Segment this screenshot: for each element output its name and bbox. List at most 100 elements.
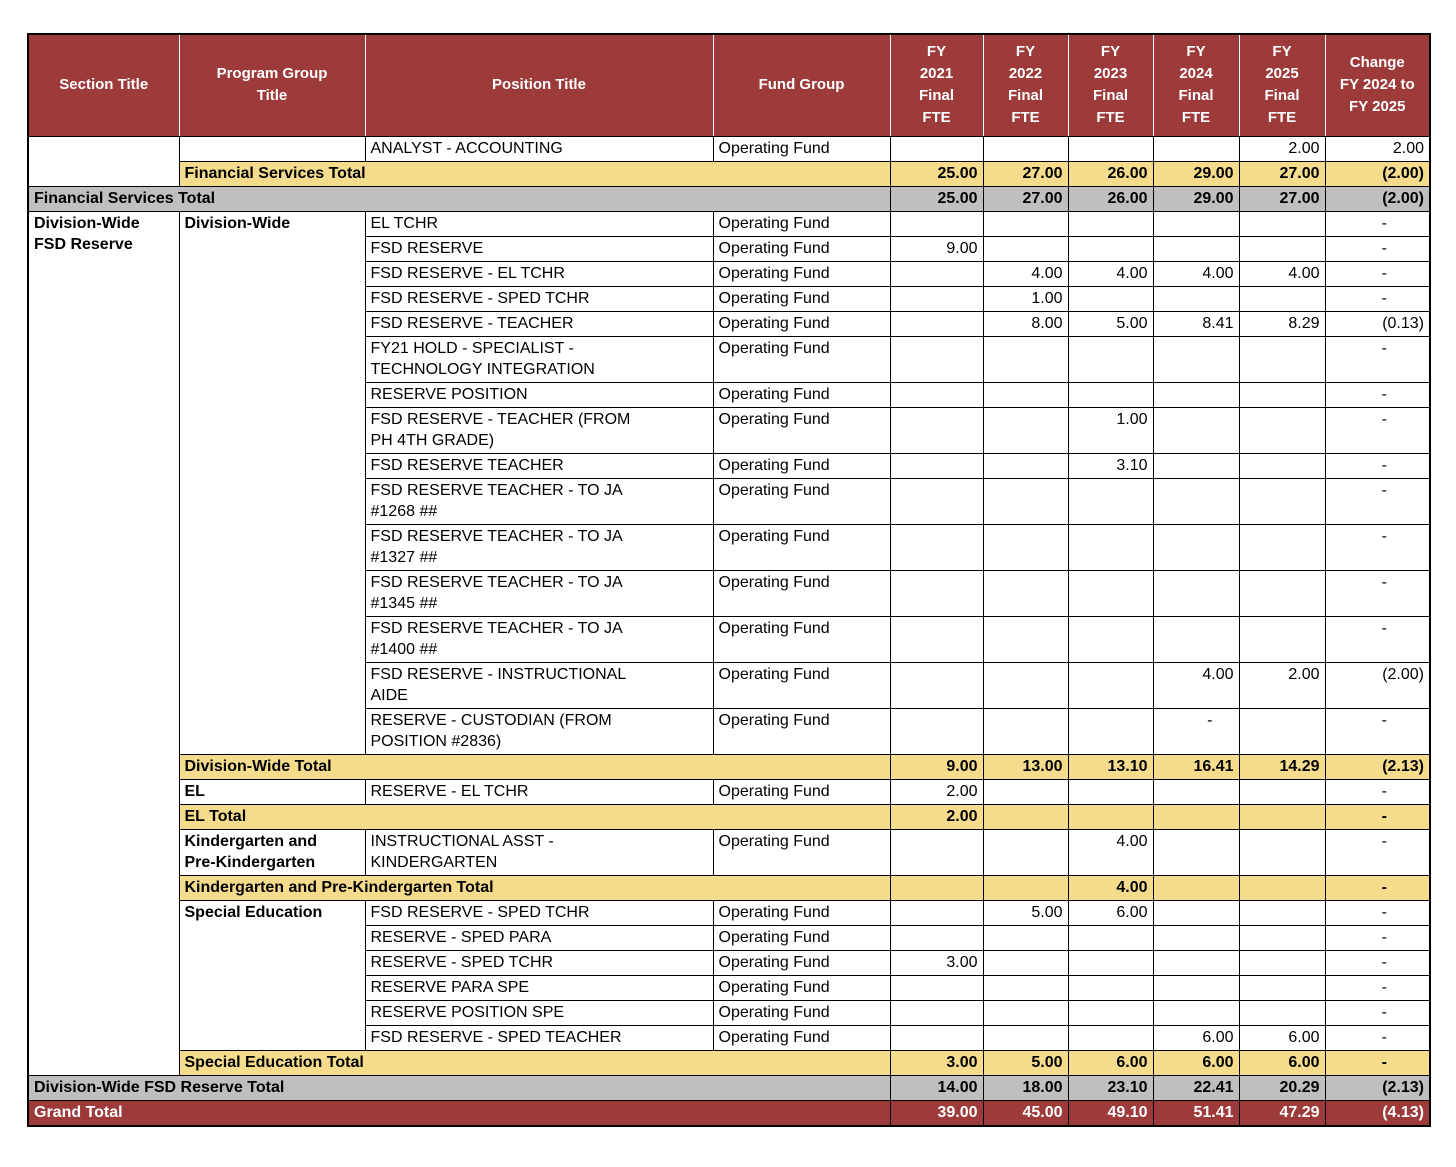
fte-value-cell [982, 210, 1069, 237]
fte-value-cell [1238, 949, 1326, 976]
fte-value-cell [889, 260, 984, 287]
fte-value-cell: - [1324, 285, 1431, 312]
fte-value-cell [889, 335, 984, 383]
fte-value-cell: - [1324, 924, 1431, 951]
fte-value-cell [1238, 924, 1326, 951]
program-group-cell: Division-Wide [178, 210, 366, 755]
fte-value-cell: 2.00 [889, 803, 984, 830]
fte-value-cell: 2.00 [1324, 135, 1431, 162]
total-label-cell: EL Total [178, 803, 891, 830]
fte-value-cell [982, 828, 1069, 876]
fte-value-cell [1067, 335, 1154, 383]
total-label-cell: Grand Total [27, 1099, 891, 1126]
fte-value-cell: 27.00 [1238, 185, 1326, 212]
column-header: FY 2025 Final FTE [1238, 33, 1326, 137]
total-label-cell: Financial Services Total [27, 185, 891, 212]
fte-value-cell [1152, 828, 1240, 876]
fte-value-cell [1238, 210, 1326, 237]
fte-value-cell: 26.00 [1067, 185, 1154, 212]
program-group-cell: EL [178, 778, 366, 805]
fund-group-cell: Operating Fund [712, 285, 891, 312]
fte-value-cell: 9.00 [889, 235, 984, 262]
table-row-section-total: Division-Wide FSD Reserve Total 14.00 18.0… [27, 1074, 1431, 1101]
position-title-cell: FSD RESERVE - TEACHER (FROM PH 4TH GRADE… [364, 406, 714, 454]
fte-value-cell [1152, 615, 1240, 663]
fte-value-cell: - [1324, 381, 1431, 408]
fte-value-cell: - [1324, 1024, 1431, 1051]
fte-value-cell [889, 477, 984, 525]
fte-value-cell: (2.13) [1324, 1074, 1431, 1101]
fte-value-cell: - [1324, 999, 1431, 1026]
fte-value-cell: 3.10 [1067, 452, 1154, 479]
fte-value-cell [1152, 135, 1240, 162]
position-title-cell: ANALYST - ACCOUNTING [364, 135, 714, 162]
fte-value-cell: 4.00 [1067, 828, 1154, 876]
fte-value-cell: - [1324, 974, 1431, 1001]
fte-value-cell [889, 406, 984, 454]
program-group-cell: Kindergarten and Pre-Kindergarten [178, 828, 366, 876]
fte-value-cell [889, 381, 984, 408]
fte-value-cell: 6.00 [1238, 1024, 1326, 1051]
fte-value-cell [1067, 949, 1154, 976]
section-title-cell [27, 135, 180, 187]
position-title-cell: FSD RESERVE - TEACHER [364, 310, 714, 337]
fte-value-cell: 27.00 [1238, 160, 1326, 187]
fte-value-cell [1238, 999, 1326, 1026]
table-row-position: Division-Wide FSD Reserve Division-Wide EL… [27, 210, 1431, 1076]
fte-value-cell: 16.41 [1152, 753, 1240, 780]
fte-value-cell: 6.00 [1152, 1049, 1240, 1076]
fte-value-cell: (2.00) [1324, 185, 1431, 212]
fte-value-cell [1152, 949, 1240, 976]
fte-value-cell: 47.29 [1238, 1099, 1326, 1126]
fte-value-cell: 8.29 [1238, 310, 1326, 337]
fte-value-cell [1152, 899, 1240, 926]
fte-table-body: ANALYST - ACCOUNTING Operating Fund 2.00 2.… [27, 135, 1431, 1126]
fte-value-cell: 49.10 [1067, 1099, 1154, 1126]
fte-value-cell: 22.41 [1152, 1074, 1240, 1101]
position-title-cell: FSD RESERVE TEACHER - TO JA #1400 ## [364, 615, 714, 663]
column-header: Change FY 2024 to FY 2025 [1324, 33, 1431, 137]
fte-value-cell [982, 1024, 1069, 1051]
fte-value-cell [1238, 381, 1326, 408]
fte-value-cell: 2.00 [1238, 661, 1326, 709]
total-label-cell: Financial Services Total [178, 160, 891, 187]
fund-group-cell: Operating Fund [712, 406, 891, 454]
position-title-cell: FSD RESERVE - SPED TCHR [364, 285, 714, 312]
fte-value-cell: - [1324, 260, 1431, 287]
fte-value-cell [1067, 1024, 1154, 1051]
column-header: FY 2022 Final FTE [982, 33, 1069, 137]
fund-group-cell: Operating Fund [712, 707, 891, 755]
fte-value-cell: - [1324, 452, 1431, 479]
fte-value-cell: - [1324, 1049, 1431, 1076]
fte-value-cell: 4.00 [1067, 874, 1154, 901]
fte-value-cell: - [1324, 803, 1431, 830]
fte-value-cell [1152, 874, 1240, 901]
fte-value-cell [982, 135, 1069, 162]
fund-group-cell: Operating Fund [712, 523, 891, 571]
fte-value-cell [889, 135, 984, 162]
fund-group-cell: Operating Fund [712, 569, 891, 617]
fte-value-cell: 5.00 [982, 1049, 1069, 1076]
fte-value-cell [1067, 381, 1154, 408]
total-label-cell: Special Education Total [178, 1049, 891, 1076]
position-title-cell: FSD RESERVE [364, 235, 714, 262]
column-header: Program Group Title [178, 33, 366, 137]
fte-value-cell [982, 874, 1069, 901]
fund-group-cell: Operating Fund [712, 135, 891, 162]
position-title-cell: RESERVE - SPED TCHR [364, 949, 714, 976]
fte-value-cell: - [1324, 406, 1431, 454]
fte-value-cell: 27.00 [982, 160, 1069, 187]
fte-value-cell: - [1324, 235, 1431, 262]
table-row-program-total: Special Education Total 3.00 5.00 6.00 6.00 6… [28, 1049, 1431, 1076]
fte-value-cell [1152, 803, 1240, 830]
fte-value-cell: - [1324, 615, 1431, 663]
fte-value-cell: (0.13) [1324, 310, 1431, 337]
fte-value-cell: 13.00 [982, 753, 1069, 780]
position-title-cell: EL TCHR [364, 210, 714, 237]
position-title-cell: INSTRUCTIONAL ASST - KINDERGARTEN [364, 828, 714, 876]
position-title-cell: RESERVE - EL TCHR [364, 778, 714, 805]
table-row-program-total: EL Total 2.00 - [28, 803, 1431, 830]
fte-value-cell [982, 949, 1069, 976]
table-row-position: FSD RESERVE - EL TCHR Operating Fund 4.00 4… [28, 260, 1431, 287]
fund-group-cell: Operating Fund [712, 235, 891, 262]
